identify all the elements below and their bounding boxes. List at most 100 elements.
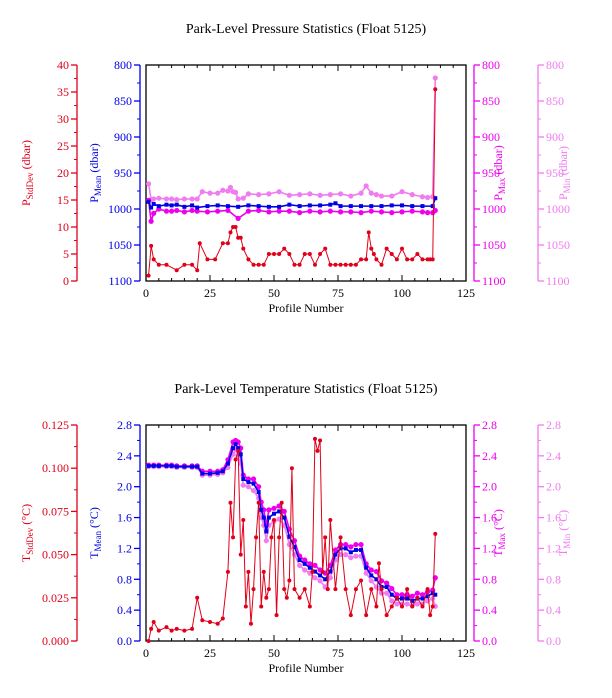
mean-point (200, 471, 205, 476)
stddev-point (272, 518, 276, 523)
min-point (189, 196, 195, 202)
mean-point (190, 464, 195, 469)
mean-point (364, 565, 369, 570)
mean-point (241, 477, 246, 481)
min-tick-label: 1050 (546, 238, 570, 252)
max-point (256, 207, 262, 214)
x-tick-label: 25 (204, 646, 216, 660)
stddev-point (292, 262, 297, 267)
min-point (378, 193, 385, 199)
stddev-point (156, 262, 161, 267)
min-point (414, 601, 420, 607)
min-tick-label: 0.4 (546, 603, 561, 617)
stddev-point (236, 448, 241, 453)
min-point (151, 196, 157, 202)
max-point (358, 210, 364, 216)
min-point (327, 575, 333, 581)
mean-point (174, 464, 179, 469)
min-tick-label: 1.6 (546, 511, 561, 525)
stddev-point (254, 535, 259, 540)
stddev-point (164, 625, 169, 630)
stddev-axis-label-main: T (19, 554, 33, 562)
mean-axis-label-main: P (87, 196, 101, 203)
stddev-tick-label: 20 (57, 166, 69, 180)
mean-point (400, 596, 404, 601)
stddev-point (195, 268, 200, 273)
max-point (425, 210, 431, 216)
mean-point (282, 515, 287, 520)
x-tick-label: 75 (332, 646, 344, 660)
stddev-point (359, 257, 364, 262)
max-point (302, 557, 308, 563)
min-point (317, 192, 323, 198)
stddev-point (182, 628, 187, 633)
stddev-point (146, 639, 151, 643)
max-point (419, 209, 426, 215)
min-point (220, 187, 226, 193)
min-point (317, 578, 323, 584)
stddev-point (277, 535, 282, 540)
min-point (245, 484, 251, 490)
max-point (250, 476, 257, 482)
min-point (425, 194, 431, 201)
mean-point (256, 204, 261, 209)
max-point (317, 209, 323, 215)
min-axis-label: TMin (°C) (556, 510, 572, 556)
mean-point (208, 471, 212, 476)
stddev-point (389, 604, 394, 609)
min-tick-label: 900 (546, 130, 564, 144)
mean-point (323, 577, 328, 582)
min-point (432, 75, 438, 81)
stddev-point (405, 587, 410, 592)
min-tick-label: 2.0 (546, 480, 561, 494)
min-point (358, 190, 364, 196)
stddev-point (208, 619, 212, 624)
stddev-point (343, 587, 348, 592)
max-tick-label: 800 (482, 58, 500, 72)
stddev-point (430, 257, 435, 262)
min-axis-label-unit: (dbar) (556, 146, 570, 178)
stddev-point (220, 616, 225, 621)
stddev-point (394, 595, 399, 600)
stddev-point (405, 257, 410, 262)
stddev-point (169, 628, 174, 633)
stddev-point (369, 246, 374, 251)
stddev-point (228, 230, 233, 235)
stddev-point (364, 613, 369, 618)
mean-point (236, 204, 241, 209)
mean-tick-label: 1.6 (117, 511, 132, 525)
max-point (281, 508, 287, 514)
min-tick-label: 1.2 (546, 541, 561, 555)
max-point (225, 207, 231, 214)
min-point (286, 192, 292, 198)
max-point (256, 484, 262, 490)
mean-point (182, 204, 187, 209)
stddev-point (238, 552, 243, 557)
stddev-point (374, 257, 379, 262)
mean-point (384, 585, 389, 589)
min-point (327, 192, 333, 198)
stddev-point (379, 587, 384, 592)
x-tick-label: 100 (393, 646, 411, 660)
min-point (145, 181, 152, 187)
max-point (307, 561, 313, 567)
stddev-point (353, 262, 358, 267)
stddev-point (190, 626, 195, 631)
min-point (194, 196, 200, 202)
max-point (399, 592, 405, 598)
stddev-point (338, 535, 343, 540)
mean-point (430, 204, 435, 209)
stddev-point (410, 257, 415, 262)
mean-point (272, 511, 276, 516)
min-point (169, 196, 175, 202)
min-point (181, 196, 187, 202)
mean-tick-label: 0.8 (117, 572, 132, 586)
x-tick-label: 50 (268, 646, 280, 660)
mean-point (156, 204, 161, 209)
stddev-point (333, 262, 338, 267)
stddev-point (394, 257, 399, 262)
max-tick-label: 1.2 (482, 541, 497, 555)
max-point (373, 568, 379, 575)
stddev-point (315, 448, 320, 453)
stddev-point (333, 587, 338, 592)
